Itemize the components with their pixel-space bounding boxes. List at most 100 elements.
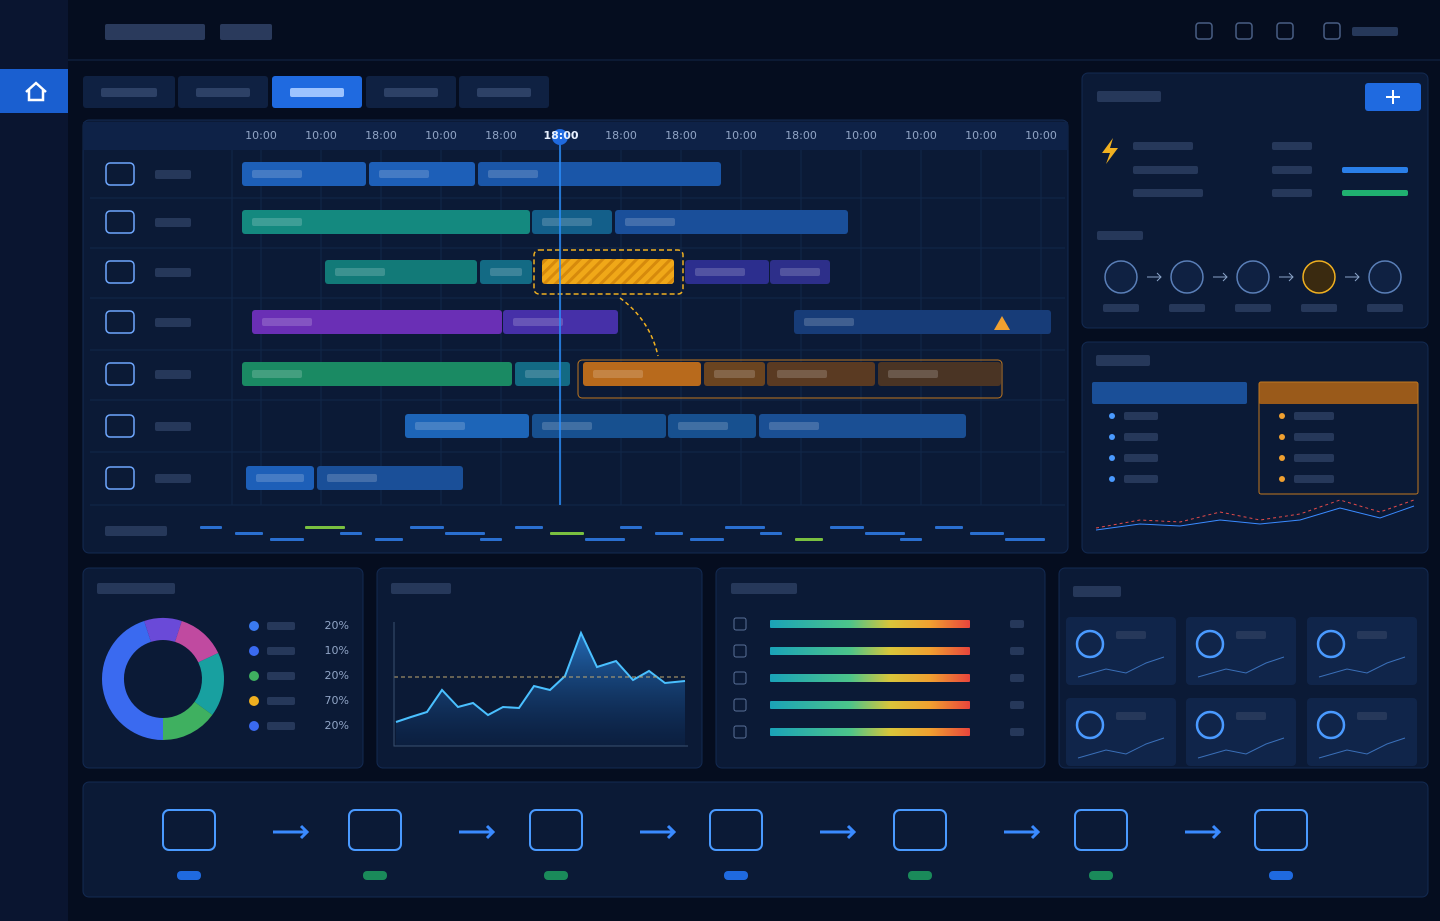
checkbox — [733, 725, 747, 739]
gantt-bar — [685, 260, 769, 284]
placeholder-text — [1097, 231, 1143, 240]
overview-segment — [970, 532, 1004, 535]
warning-icon — [994, 316, 1010, 330]
step-arrow — [1213, 272, 1228, 282]
sparkline — [1318, 656, 1406, 678]
home-icon — [25, 81, 47, 102]
bullet — [1109, 476, 1115, 482]
placeholder-text — [488, 170, 538, 178]
placeholder-text — [267, 722, 295, 730]
current-time-marker — [552, 129, 568, 145]
overview-segment — [235, 532, 263, 535]
timeline-ticks: 10:00 10:00 18:00 10:00 18:00 18:00 18:00 18:00… — [245, 129, 1057, 142]
placeholder-text — [1124, 412, 1158, 420]
gantt-bar — [405, 414, 529, 438]
placeholder-text — [1096, 355, 1150, 366]
gantt-bar — [668, 414, 756, 438]
overview-segment — [200, 526, 222, 529]
row-icon — [105, 210, 135, 234]
flow-status — [363, 871, 387, 880]
placeholder-text — [391, 583, 451, 594]
gantt-bar — [615, 210, 848, 234]
overview-segment — [760, 532, 782, 535]
placeholder-text — [1133, 189, 1203, 197]
row-icon — [105, 414, 135, 438]
time-tick-label: 18:00 — [543, 129, 578, 142]
sparkline — [1077, 737, 1165, 759]
overview-segment — [830, 526, 864, 529]
overview-segment — [620, 526, 642, 529]
flow-arrow — [1185, 824, 1222, 840]
placeholder-text — [155, 422, 191, 431]
gantt-bar — [325, 260, 477, 284]
placeholder-text — [678, 422, 728, 430]
placeholder-text — [1357, 631, 1387, 639]
placeholder-text — [379, 170, 429, 178]
placeholder-text — [1073, 586, 1121, 597]
placeholder-text — [1116, 631, 1146, 639]
selected-task — [542, 259, 674, 284]
sparkline — [1197, 737, 1285, 759]
placeholder-text — [1236, 712, 1266, 720]
sparkline — [1077, 656, 1165, 678]
placeholder-text — [327, 474, 377, 482]
row-icon — [105, 466, 135, 490]
gantt-bar — [759, 414, 966, 438]
overview-segment — [480, 538, 502, 541]
placeholder-text — [525, 370, 560, 378]
heat-bar — [770, 674, 970, 682]
gantt-bar — [317, 466, 463, 490]
step-node — [1236, 260, 1270, 294]
placeholder-text — [731, 583, 797, 594]
flow-status — [1269, 871, 1293, 880]
placeholder-text — [804, 318, 854, 326]
time-tick-label: 10:00 — [1025, 129, 1057, 142]
donut-segment — [144, 618, 182, 643]
placeholder-text — [888, 370, 938, 378]
progress — [1342, 190, 1408, 196]
gantt-bar — [242, 362, 512, 386]
heat-bar — [770, 620, 970, 628]
overview-segment — [1005, 538, 1045, 541]
placeholder-text — [1010, 674, 1024, 682]
flow-icon — [709, 809, 763, 851]
gantt-bar — [878, 362, 1001, 386]
legend-percent: 70% — [325, 694, 349, 707]
time-tick-label: 10:00 — [425, 129, 457, 142]
legend-dot — [249, 721, 259, 731]
placeholder-text — [155, 218, 191, 227]
placeholder-text — [1301, 304, 1337, 312]
placeholder-text — [1103, 304, 1139, 312]
placeholder-text — [1352, 27, 1398, 36]
nav-home[interactable] — [0, 69, 68, 113]
axes — [393, 622, 688, 747]
trend-line — [1095, 505, 1415, 531]
bullet — [1109, 455, 1115, 461]
placeholder-text — [155, 268, 191, 277]
gantt-bar — [532, 414, 666, 438]
placeholder-text — [1169, 304, 1205, 312]
overview-segment — [340, 532, 362, 535]
overview-segment — [445, 532, 485, 535]
placeholder-text — [267, 697, 295, 705]
gantt-bar — [770, 260, 830, 284]
placeholder-text — [256, 474, 304, 482]
placeholder-text — [252, 170, 302, 178]
placeholder-text — [1133, 142, 1193, 150]
overview-segment — [865, 532, 905, 535]
checkbox — [733, 671, 747, 685]
placeholder-text — [267, 672, 295, 680]
overview-segment — [550, 532, 584, 535]
overview-segment — [585, 538, 625, 541]
placeholder-text — [477, 88, 531, 97]
placeholder-text — [777, 370, 827, 378]
placeholder-text — [1010, 647, 1024, 655]
overview-segment — [935, 526, 963, 529]
flow-status — [908, 871, 932, 880]
flow-status — [724, 871, 748, 880]
step-node — [1302, 260, 1336, 294]
flow-status — [544, 871, 568, 880]
kpi-icon — [1075, 629, 1105, 659]
overview-segment — [900, 538, 922, 541]
